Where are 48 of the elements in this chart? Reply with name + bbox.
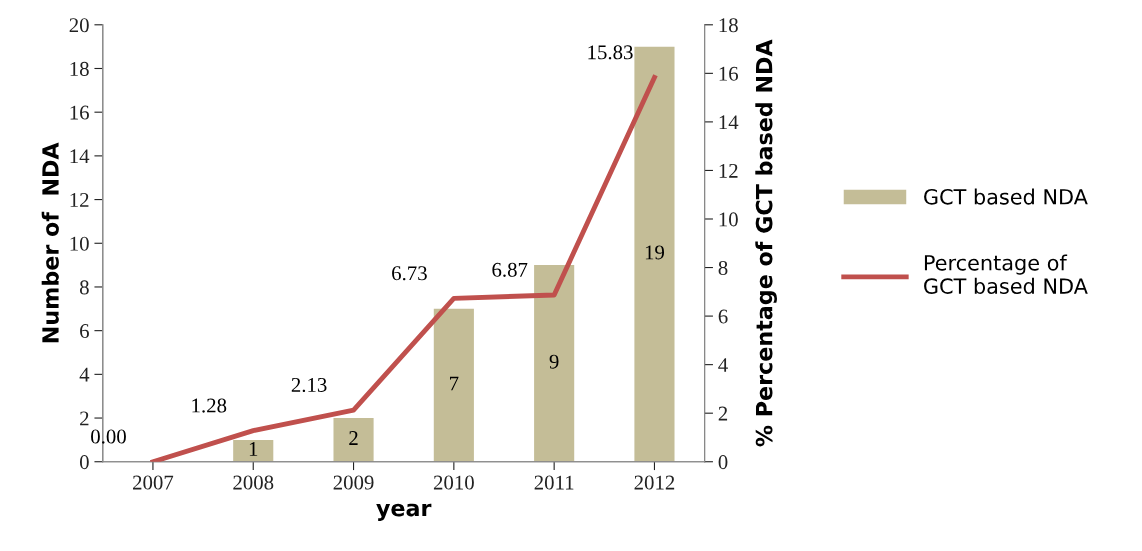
data-label: 2 <box>349 431 358 445</box>
y2-tick-label: 10 <box>719 212 738 227</box>
y2-tick-label: 8 <box>718 260 728 275</box>
bar <box>233 439 274 462</box>
bar <box>534 265 575 462</box>
legend-label: GCT based NDA <box>924 188 1088 205</box>
x-tick-label: 2012 <box>634 475 675 490</box>
y2-tick-label: 2 <box>718 406 728 421</box>
legend-label: Percentage of GCT based NDA <box>924 254 1088 294</box>
data-label: 6.87 <box>492 262 528 277</box>
y-tick-label: 16 <box>70 105 89 120</box>
x-axis-title: year <box>376 503 432 521</box>
y-tick-label: 6 <box>80 324 89 339</box>
y2-tick-label: 4 <box>718 358 728 372</box>
y2-axis-title: % Percentage of GCT based NDA <box>755 39 777 447</box>
data-label: 9 <box>549 354 559 369</box>
y-tick-label: 2 <box>80 411 89 426</box>
data-label: 1.28 <box>192 398 227 413</box>
y2-tick-label: 18 <box>719 18 738 33</box>
y-axis-title: Number of NDA <box>41 142 59 343</box>
bar <box>634 46 675 462</box>
y2-tick-label: 6 <box>718 309 728 324</box>
y-tick-label: 18 <box>70 61 89 76</box>
y-tick-label: 12 <box>70 193 89 207</box>
x-tick-label: 2007 <box>133 475 174 490</box>
data-label: 7 <box>450 376 459 391</box>
y-tick-label: 8 <box>79 280 89 295</box>
y-tick-label: 4 <box>79 367 90 382</box>
x-tick-label: 2009 <box>333 475 374 490</box>
data-label: 0.00 <box>91 429 126 444</box>
y2-tick-label: 0 <box>718 455 728 470</box>
bar <box>333 418 374 462</box>
data-label: 6.73 <box>392 266 427 281</box>
x-tick-label: 2011 <box>534 475 574 490</box>
y-tick-label: 0 <box>79 455 89 470</box>
y2-tick-label: 14 <box>719 115 739 130</box>
x-tick-label: 2010 <box>433 475 474 490</box>
data-label: 2.13 <box>291 377 327 392</box>
y-tick-label: 14 <box>70 149 90 164</box>
data-label: 15.83 <box>588 45 633 60</box>
x-tick-label: 2008 <box>233 475 274 490</box>
y-tick-label: 10 <box>70 236 89 251</box>
data-label: 1 <box>249 442 258 456</box>
y-tick-label: 20 <box>69 18 89 33</box>
bar <box>433 308 474 462</box>
data-label: 19 <box>645 245 665 260</box>
y2-tick-label: 16 <box>719 66 739 81</box>
y2-tick-label: 12 <box>719 163 738 178</box>
